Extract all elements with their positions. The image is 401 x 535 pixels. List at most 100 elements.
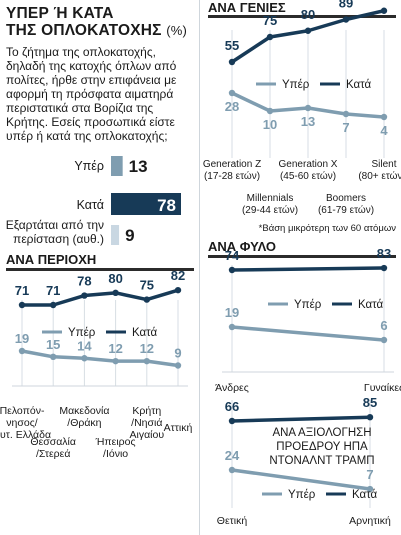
data-label-against: 75 (140, 278, 154, 293)
point-for (304, 104, 312, 112)
data-label-for: 13 (301, 114, 315, 129)
point-against (228, 58, 236, 66)
point-for (228, 323, 236, 331)
category-label-boomers: Boomers (61-79 ετών) (318, 193, 374, 216)
data-label-against: 80 (108, 271, 122, 286)
data-label-against: 55 (225, 38, 239, 53)
series-line-for (21, 349, 179, 368)
data-label-for: 14 (77, 338, 92, 353)
data-label-against: 71 (15, 283, 29, 298)
legend-label-against: Κατά (352, 489, 378, 501)
category-label-millennials: Millennials (29-44 ετών) (242, 193, 298, 216)
category-label-region: Ήπειρος/Ιόνιο (95, 436, 136, 460)
category-label-silent: Silent(80+ ετών)* (358, 159, 401, 182)
bar-undecided (111, 225, 120, 245)
series-line-against (231, 415, 371, 423)
point-against (174, 286, 182, 294)
column-divider (199, 0, 200, 535)
point-against (304, 27, 312, 34)
bar-label-undecided: Εξαρτάται από την περίσταση (αυθ.) (6, 218, 104, 246)
point-for (143, 357, 150, 365)
bar-value-undecided: 9 (125, 226, 134, 245)
section-rule-gender (208, 255, 396, 258)
category-label-region: Θεσσαλία/Στερεά (30, 436, 76, 460)
chart-title-unit: (%) (166, 23, 188, 38)
point-against (143, 296, 150, 303)
point-for (366, 485, 374, 493)
point-for (112, 357, 119, 365)
section-title-gender: ΑΝΑ ΦΥΛΟ (208, 239, 276, 254)
data-label-for: 12 (108, 341, 122, 356)
data-label-against: 83 (377, 246, 391, 261)
category-label-gen-z: Generation Z (17-28 ετών) (203, 159, 261, 182)
series-line-against (231, 266, 385, 272)
point-against (50, 301, 57, 309)
series-line-against (22, 288, 179, 307)
data-label-against: 82 (171, 268, 185, 283)
data-label-against: 80 (301, 7, 315, 22)
series-line-for (231, 325, 385, 342)
data-label-against: 71 (46, 283, 60, 298)
point-for (228, 89, 236, 97)
data-label-for: 15 (46, 337, 60, 352)
bar-value-against: 78 (157, 196, 176, 215)
legend-label-for: Υπέρ (288, 489, 316, 501)
category-label-gen-x: Generation X (45-60 ετών) (279, 159, 338, 182)
point-for (81, 355, 88, 362)
point-for (228, 466, 236, 474)
chart-title-line2: ΤΗΣ ΟΠΛΟΚΑΤΟΧΗΣ (6, 22, 162, 39)
point-against (112, 289, 119, 297)
survey-question: Το ζήτημα της οπλοκατοχής, δηλαδή της κα… (6, 45, 177, 143)
legend-label-against: Κατά (132, 327, 158, 339)
point-for (50, 353, 57, 360)
category-label-women: Γυναίκες (364, 382, 401, 394)
bar-value-for: 13 (129, 157, 148, 176)
category-label-region: Πελοπόν-νησος/Δυτ. Ελλάδα (0, 405, 51, 441)
point-for (18, 347, 26, 355)
point-for (266, 107, 274, 115)
data-label-against: 75 (263, 13, 277, 28)
bar-for (111, 156, 123, 176)
category-label-region: Αττική (164, 422, 193, 434)
data-label-against: 96 (377, 0, 391, 2)
chart-title-line1: ΥΠΕΡ Ή ΚΑΤΑ (6, 5, 114, 22)
bar-label-against: Κατά (77, 198, 104, 212)
point-against (366, 414, 374, 421)
point-for (380, 113, 388, 121)
data-label-for: 7 (342, 120, 349, 135)
point-against (228, 266, 236, 274)
legend-label-against: Κατά (358, 299, 384, 311)
section-rule-generations (208, 15, 396, 18)
point-for (174, 362, 182, 369)
section-title-trump: ΑΝΑ ΑΞΙΟΛΟΓΗΣΗ ΠΡΟΕΔΡΟΥ ΗΠΑ ΝΤΟΝΑΛΝΤ ΤΡΑΜΠ (269, 427, 374, 467)
category-label-negative: Αρνητική (349, 515, 391, 527)
category-label-positive: Θετική (217, 515, 248, 527)
data-label-for: 7 (366, 467, 373, 482)
category-label-region: Μακεδονία/Θράκη (59, 405, 109, 429)
point-against (266, 33, 274, 41)
section-rule-region (6, 268, 194, 271)
point-for (380, 336, 388, 344)
category-label-region: Κρήτη/Νησιά Αιγαίου (130, 405, 165, 441)
data-label-against: 78 (77, 274, 91, 289)
legend-label-for: Υπέρ (282, 79, 310, 91)
legend-label-for: Υπέρ (68, 327, 96, 339)
data-label-for: 19 (225, 305, 239, 320)
point-against (380, 264, 388, 272)
point-against (228, 417, 236, 425)
data-label-for: 6 (380, 318, 387, 333)
point-against (18, 301, 26, 309)
data-label-against: 89 (339, 0, 353, 11)
point-against (81, 292, 88, 299)
data-label-for: 28 (225, 99, 239, 114)
data-label-against: 85 (363, 395, 377, 410)
data-label-against: 74 (225, 248, 240, 263)
data-label-for: 12 (140, 341, 154, 356)
bar-label-for: Υπέρ (74, 159, 104, 173)
chart-title: ΥΠΕΡ Ή ΚΑΤΑ ΤΗΣ ΟΠΛΟΚΑΤΟΧΗΣ (%) (6, 5, 187, 39)
section-title-region: ΑΝΑ ΠΕΡΙΟΧΗ (6, 252, 96, 267)
data-label-for: 19 (15, 331, 29, 346)
legend-label-for: Υπέρ (294, 299, 322, 311)
data-label-for: 4 (380, 123, 388, 138)
